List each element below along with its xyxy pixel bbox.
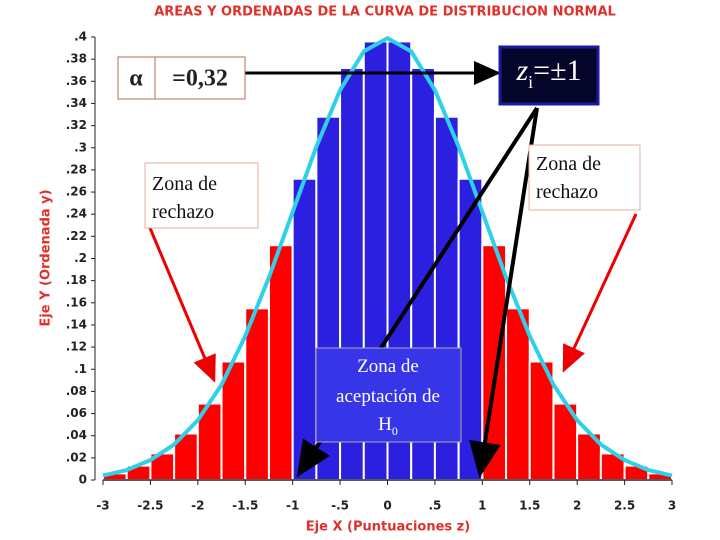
y-tick-label: .04	[66, 428, 87, 442]
zone-label: rechazo	[152, 201, 214, 223]
y-tick-label: .2	[74, 251, 87, 265]
y-tick-label: .4	[74, 30, 87, 44]
y-tick-label: .36	[66, 74, 87, 88]
y-tick-label: .38	[66, 52, 87, 66]
y-tick-label: .12	[66, 340, 87, 354]
zone-box	[144, 162, 259, 229]
text: =±1	[533, 54, 581, 87]
y-tick-label: .06	[66, 406, 87, 420]
alpha-value: =0,32	[172, 66, 228, 92]
x-tick-label: 1	[478, 499, 486, 513]
y-tick-label: .18	[66, 273, 87, 287]
arrow	[562, 213, 638, 373]
zone-label: Zona de	[152, 173, 217, 195]
annotations: α =0,32 zi=±1 Zona de rechazo Zona de re…	[117, 45, 641, 478]
arrow	[469, 107, 539, 478]
zone-label: rechazo	[536, 181, 598, 203]
x-tick-label: 2	[573, 499, 581, 513]
y-tick-label: .32	[66, 118, 87, 132]
x-tick-label: -.5	[331, 499, 349, 513]
alpha-box	[117, 56, 246, 100]
text: 0	[392, 424, 398, 438]
y-tick-label: .02	[66, 450, 87, 464]
x-tick-label: 0	[383, 499, 391, 513]
zone-box	[315, 347, 462, 443]
y-tick-label: .08	[66, 384, 87, 398]
bar	[291, 177, 318, 481]
zone-label: H0	[378, 414, 398, 438]
text: i	[528, 72, 533, 92]
zone-label: aceptación de	[336, 386, 440, 407]
critical-box	[498, 45, 600, 106]
critical-label: zi=±1	[515, 54, 581, 92]
y-tick-label: .14	[66, 317, 87, 331]
x-axis-label: Eje X (Puntuaciones z)	[306, 520, 470, 535]
x-tick-label: .5	[428, 499, 441, 513]
text: z	[515, 54, 528, 87]
y-tick-label: .1	[74, 362, 87, 376]
y-tick-label: .24	[66, 207, 87, 221]
y-tick-label: .3	[74, 140, 87, 154]
y-tick-label: .28	[66, 162, 87, 176]
arrow	[148, 227, 216, 383]
text: H	[378, 414, 392, 435]
curve	[102, 35, 673, 478]
chart-title: AREAS Y ORDENADAS DE LA CURVA DE DISTRIB…	[154, 5, 616, 20]
x-tick-label: -3	[96, 499, 109, 513]
y-tick-label: .26	[66, 185, 87, 199]
y-tick-label: .16	[66, 295, 87, 309]
y-axis-label: Eje Y (Ordenada y)	[39, 189, 54, 326]
y-tick-label: 0	[79, 473, 87, 487]
y-tick-label: .34	[66, 96, 87, 110]
x-tick-label: 2.5	[614, 499, 635, 513]
zone-label: Zona de	[536, 153, 601, 175]
bar	[244, 307, 270, 481]
x-tick-label: 1.5	[519, 499, 540, 513]
x-tick-label: -1.5	[232, 499, 258, 513]
zone-label: Zona de	[357, 356, 419, 377]
x-tick-label: -2	[191, 499, 204, 513]
x-tick-label: -2.5	[137, 499, 163, 513]
x-tick-label: 3	[668, 499, 676, 513]
y-tick-label: .22	[66, 229, 87, 243]
bar	[505, 307, 531, 481]
zone-box	[528, 144, 641, 211]
x-tick-label: -1	[286, 499, 299, 513]
alpha-symbol: α	[129, 66, 143, 92]
bar	[267, 244, 294, 481]
